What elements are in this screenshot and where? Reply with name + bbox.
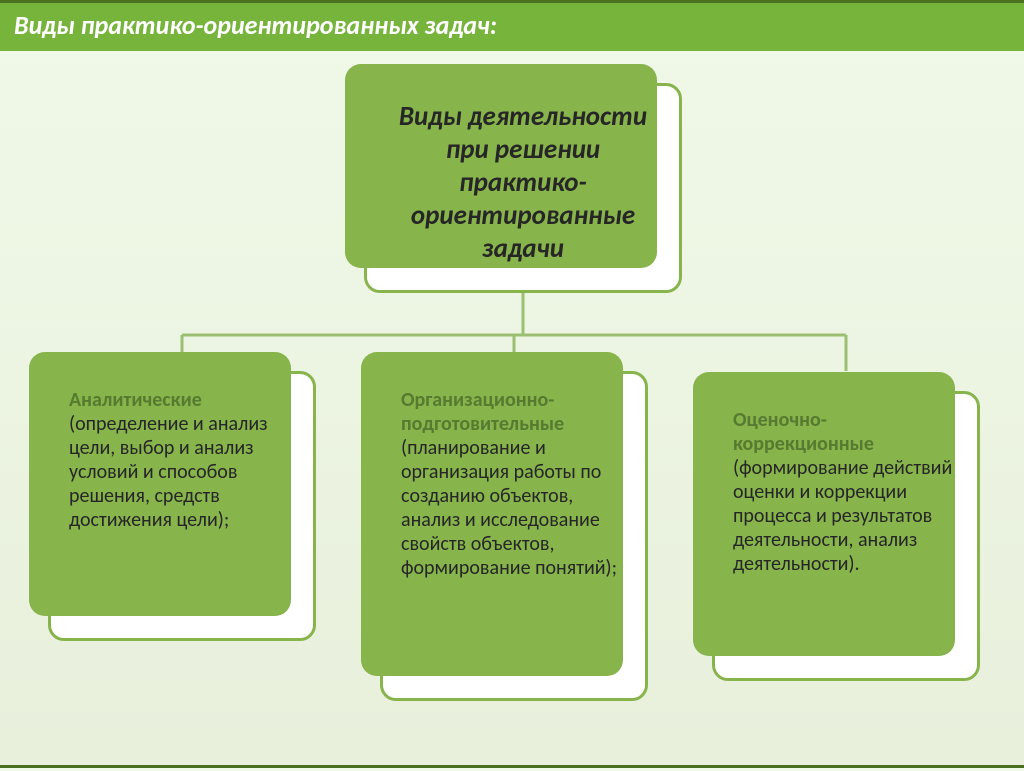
slide-header: Виды практико-ориентированных задач:	[0, 3, 1024, 51]
child-0-title: Аналитические	[69, 388, 202, 412]
slide-title: Виды практико-ориентированных задач:	[14, 9, 497, 41]
root-node: Виды деятельности при решении практико-о…	[364, 83, 682, 293]
child-node-1: Организационно-подготовительные (планиро…	[380, 371, 648, 701]
child-node-2: Оценочно-коррекционные (формирование дей…	[712, 391, 980, 681]
child-node-0: Аналитические (определение и анализ цели…	[48, 371, 316, 641]
diagram-stage: Виды деятельности при решении практико-о…	[0, 51, 1024, 771]
child-1-title: Организационно-подготовительные	[401, 388, 564, 436]
